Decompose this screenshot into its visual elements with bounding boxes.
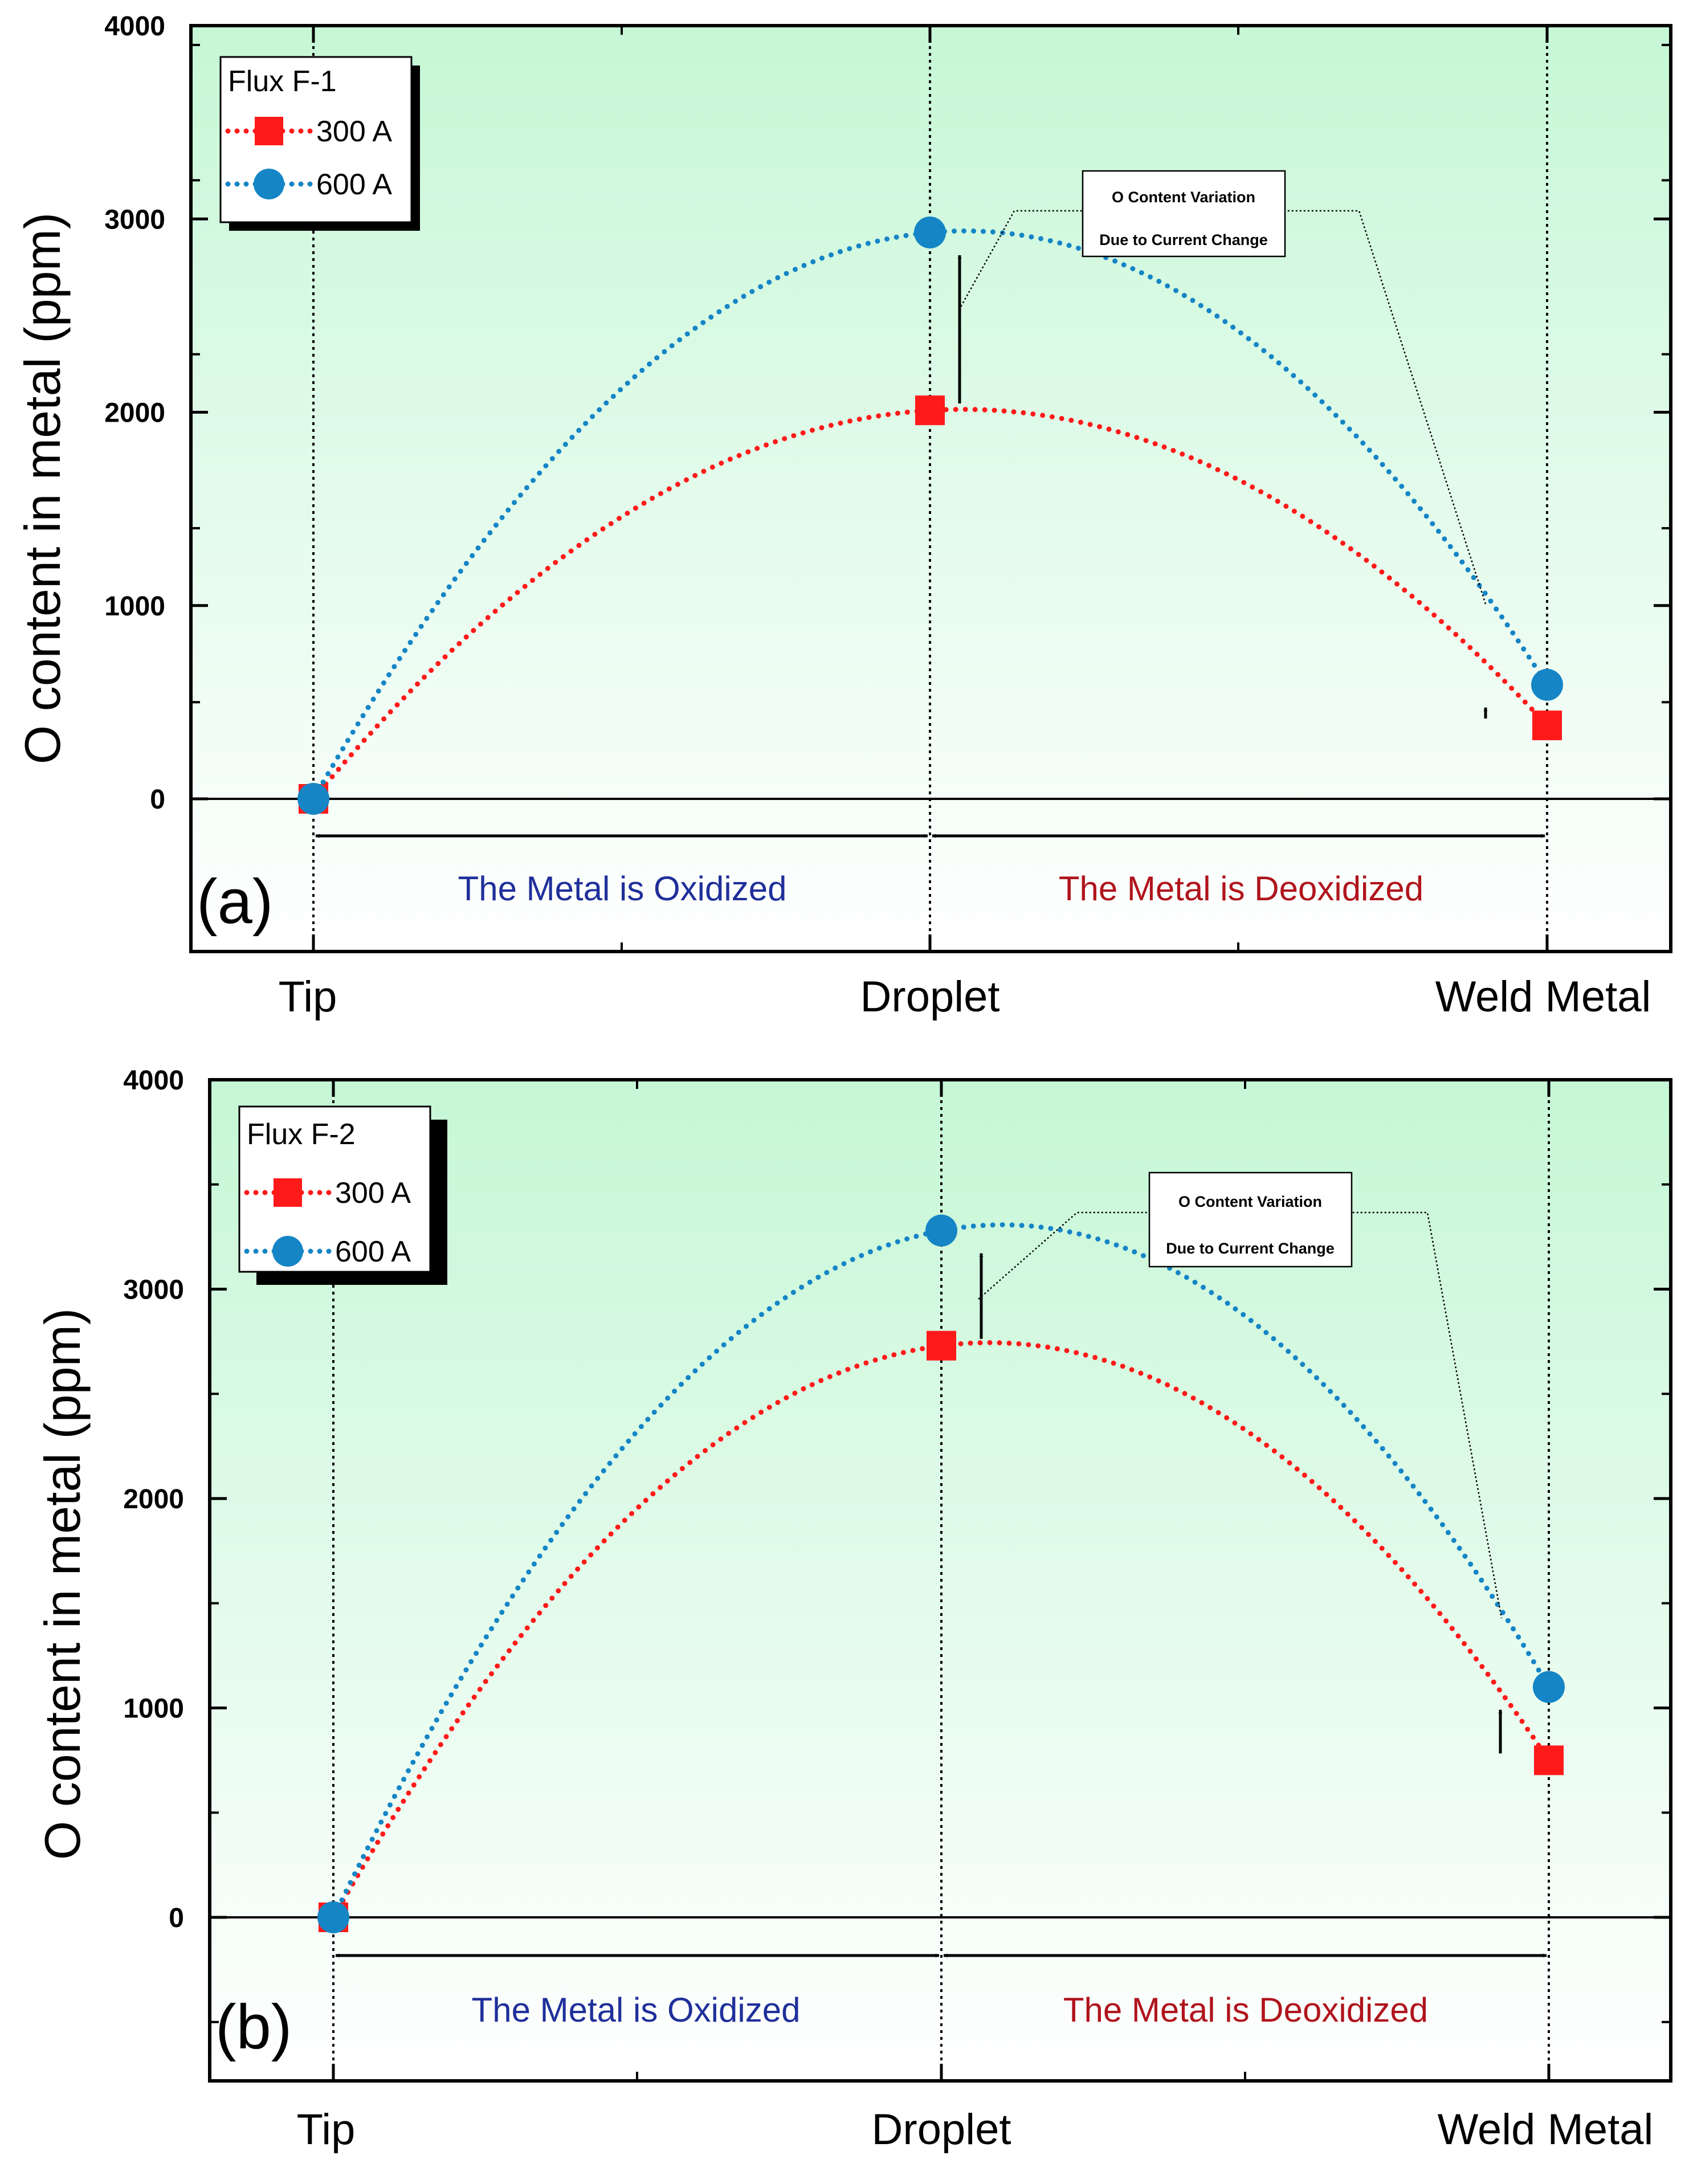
panel-letter: (a) (197, 867, 273, 937)
x-category-label: Droplet (872, 2105, 1011, 2154)
x-axis: Tip Droplet Weld Metal (279, 26, 1651, 1021)
y-axis-label: O content in metal (ppm) (14, 213, 71, 764)
annotation-line-2: Due to Current Change (1099, 231, 1268, 248)
annotation-box (1082, 170, 1286, 258)
data-point-600a-2 (1531, 668, 1563, 701)
legend-label-600: 600 A (316, 168, 392, 201)
data-point-300a-1 (915, 395, 945, 426)
x-category-label: Droplet (860, 973, 1000, 1021)
legend-label-600: 600 A (335, 1235, 411, 1268)
legend-box (219, 56, 413, 223)
y-tick-label: 0 (150, 785, 165, 815)
annotation-box (1148, 1171, 1353, 1268)
x-category-label: Weld Metal (1438, 2105, 1654, 2154)
x-category-label: Tip (297, 2105, 356, 2154)
legend-label-300: 300 A (316, 115, 392, 148)
data-point-300a-1 (927, 1330, 956, 1361)
legend-title: Flux F-2 (247, 1118, 356, 1151)
plot-background (191, 26, 1671, 952)
y-tick-label: 2000 (123, 1484, 184, 1514)
data-point-600a-1 (925, 1214, 957, 1247)
data-point-600a-1 (914, 216, 946, 248)
legend-title: Flux F-1 (228, 65, 337, 98)
annotation-line-1: O Content Variation (1112, 189, 1255, 206)
series-line-600a (311, 228, 1550, 802)
x-category-label: Weld Metal (1435, 973, 1651, 1021)
legend: Flux F-2 300 A 600 A (238, 1105, 447, 1285)
series-line-300a (311, 406, 1550, 802)
legend-marker-600 (272, 1236, 303, 1267)
y-tick-label: 3000 (123, 1275, 184, 1305)
legend-box (238, 1105, 431, 1273)
legend-marker-300 (255, 117, 283, 145)
annotation-leader (958, 210, 1487, 605)
region-label-deoxidized: The Metal is Deoxidized (1059, 869, 1423, 908)
series-layer (317, 1214, 1565, 1933)
region-label-oxidized: The Metal is Oxidized (458, 869, 787, 908)
x-category-label: Tip (279, 973, 337, 1021)
region-label-oxidized: The Metal is Oxidized (472, 1991, 801, 2029)
variation-arrows (957, 255, 1488, 719)
data-point-300a-2 (1534, 1745, 1564, 1775)
annotation-line-2: Due to Current Change (1166, 1240, 1335, 1257)
panel-a: O content in metal (ppm) 0 1000 2000 3000 40… (14, 11, 1672, 1021)
y-tick-label: 4000 (104, 11, 165, 42)
region-label-deoxidized: The Metal is Deoxidized (1063, 1991, 1428, 2029)
data-point-600a-2 (1533, 1671, 1565, 1703)
legend-marker-600 (254, 169, 284, 199)
data-point-300a-2 (1532, 711, 1562, 741)
panel-b: O content in metal (ppm) 0 1000 2000 3000 40… (34, 1066, 1672, 2154)
data-point-600a-0 (297, 783, 329, 815)
y-axis: 0 1000 2000 3000 4000 (123, 1066, 1671, 2023)
annotation: O Content Variation Due to Current Chang… (958, 170, 1487, 605)
panel-letter: (b) (215, 1992, 292, 2062)
y-tick-label: 2000 (104, 398, 165, 428)
y-axis: 0 1000 2000 3000 4000 (104, 11, 1671, 815)
y-tick-label: 1000 (123, 1694, 184, 1724)
annotation: O Content Variation Due to Current Chang… (978, 1171, 1503, 1619)
y-axis-label: O content in metal (ppm) (34, 1308, 91, 1860)
y-tick-label: 3000 (104, 205, 165, 235)
y-tick-label: 1000 (104, 591, 165, 622)
annotation-line-1: O Content Variation (1178, 1193, 1322, 1210)
legend-label-300: 300 A (335, 1177, 411, 1210)
series-layer (297, 216, 1563, 815)
legend: Flux F-1 300 A 600 A (219, 56, 420, 231)
legend-marker-300 (274, 1178, 302, 1207)
data-point-600a-0 (317, 1901, 349, 1933)
y-tick-label: 4000 (123, 1066, 184, 1096)
y-tick-label: 0 (169, 1903, 184, 1933)
